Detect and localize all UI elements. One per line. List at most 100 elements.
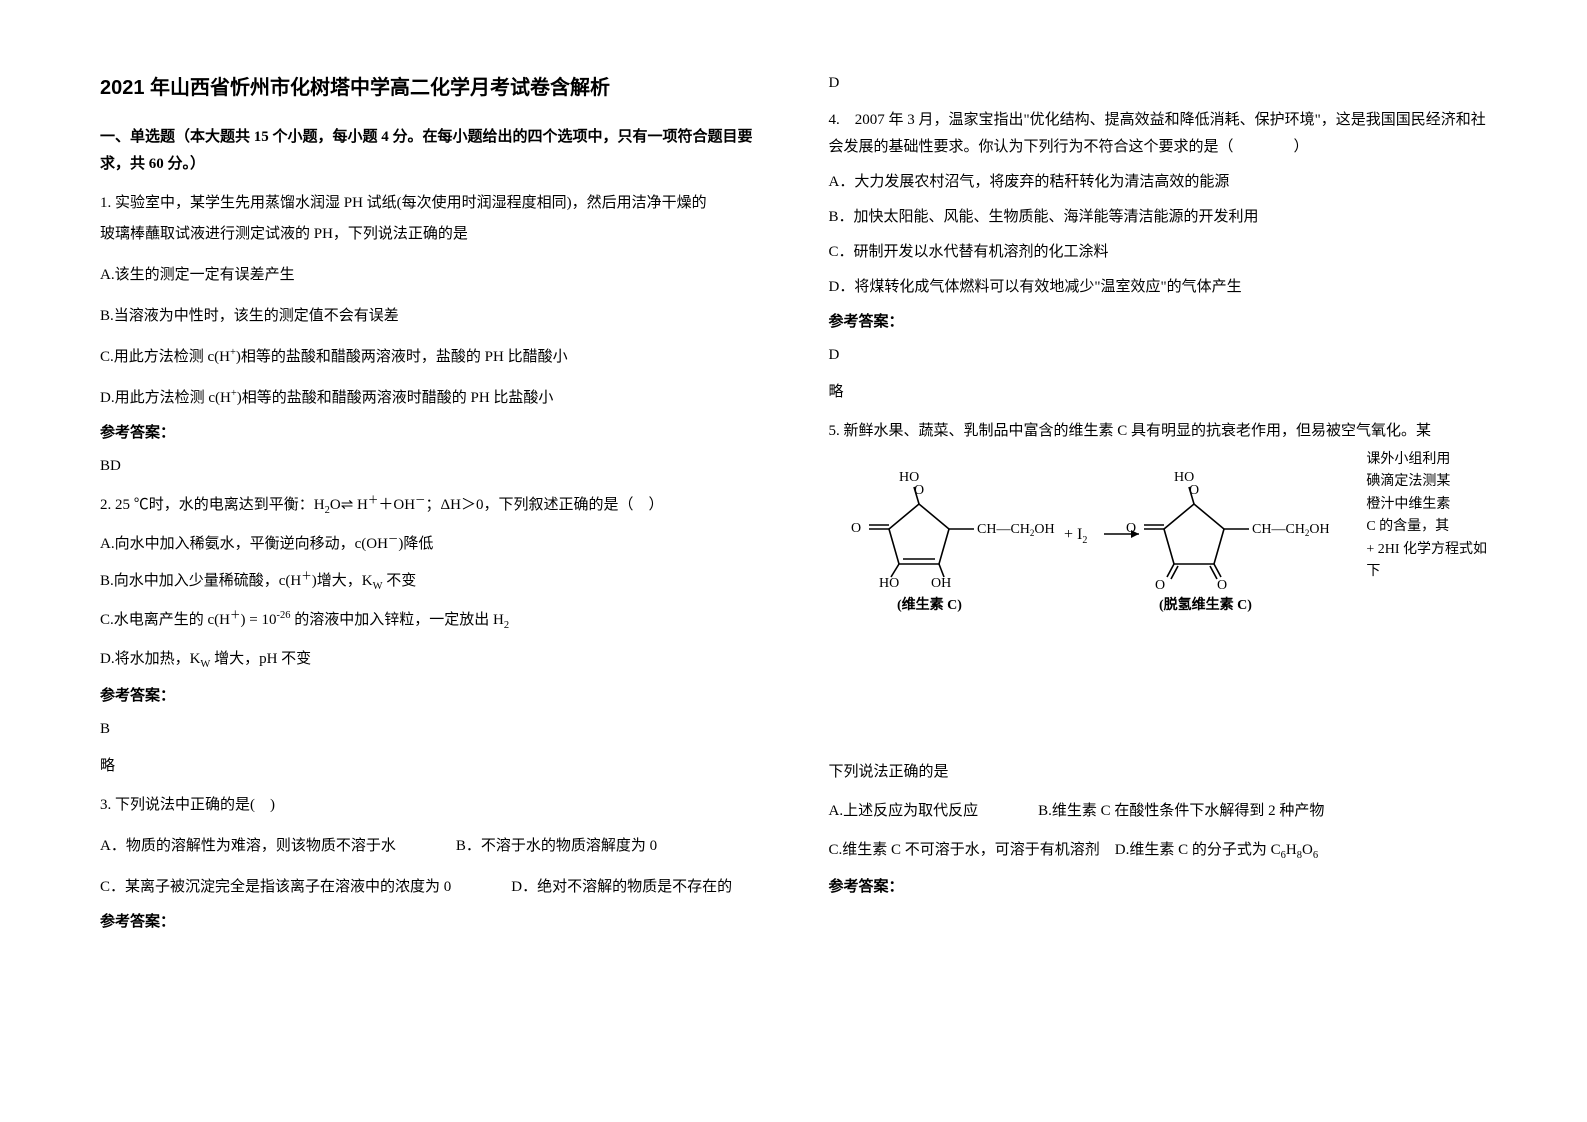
q5-stem-a: 5. 新鲜水果、蔬菜、乳制品中富含的维生素 C 具有明显的抗衰老作用，但易被空气…	[829, 418, 1488, 445]
q2-opt-c: C.水电离产生的 c(H＋) = 10-26 的溶液中加入锌粒，一定放出 H2	[100, 607, 759, 636]
q5-side-6: 下	[1366, 561, 1487, 583]
q5-row2: C.维生素 C 不可溶于水，可溶于有机溶剂 D.维生素 C 的分子式为 C6H8…	[829, 837, 1488, 866]
q4-answer: D	[829, 342, 1488, 369]
q5-opt-c: C.维生素 C 不可溶于水，可溶于有机溶剂	[829, 842, 1100, 858]
q2b3: 不变	[383, 573, 417, 589]
q2c2: ) = 10	[241, 612, 277, 628]
q5d-s3: 6	[1313, 850, 1318, 861]
dvc-caption: (脱氢维生素 C)	[1159, 596, 1252, 613]
vitamin-c-reaction-svg: O O HO CH—CH2OH HO	[829, 449, 1329, 619]
q2-stem: 2. 25 ℃时，水的电离达到平衡：H2O⇌ H＋＋OH－；ΔH＞0，下列叙述正…	[100, 492, 759, 521]
vc-caption: (维生素 C)	[897, 596, 962, 613]
q1-opt-b: B.当溶液为中性时，该生的测定值不会有误差	[100, 303, 759, 330]
vitamin-c-structure: O O HO CH—CH2OH HO	[851, 470, 1055, 591]
q2b2: )增大，K	[312, 573, 373, 589]
q2c-sub: 2	[504, 620, 509, 631]
q1-optd-post: )相等的盐酸和醋酸两溶液时醋酸的 PH 比盐酸小	[237, 390, 554, 406]
q2-arrow: ⇌	[341, 497, 354, 513]
question-3: 3. 下列说法中正确的是( ) A．物质的溶解性为难溶，则该物质不溶于水 B．不…	[100, 792, 759, 936]
q3-opt-a: A．物质的溶解性为难溶，则该物质不溶于水	[100, 833, 396, 860]
section-header: 一、单选题（本大题共 15 个小题，每小题 4 分。在每小题给出的四个选项中，只…	[100, 124, 759, 178]
q5-opt-d: D.维生素 C 的分子式为 C6H8O6	[1115, 842, 1318, 858]
q3-answer: D	[829, 70, 1488, 97]
q2a-sup: －	[388, 534, 399, 545]
question-4: 4. 2007 年 3 月，温家宝指出"优化结构、提高效益和降低消耗、保护环境"…	[829, 107, 1488, 406]
q3-row2: C．某离子被沉淀完全是指该离子在溶液中的浓度为 0 D．绝对不溶解的物质是不存在…	[100, 874, 759, 901]
dehydro-vc-structure: O O HO CH—CH2OH O	[1126, 470, 1329, 593]
r-left-o: O	[1126, 521, 1136, 536]
q5d-c: O	[1302, 842, 1313, 858]
q3-answer-label: 参考答案：	[100, 909, 759, 936]
q2d1: D.将水加热，K	[100, 651, 200, 667]
q4-opt-c: C．研制开发以水代替有机溶剂的化工涂料	[829, 239, 1488, 266]
document-title: 2021 年山西省忻州市化树塔中学高二化学月考试卷含解析	[100, 70, 759, 106]
q4-opt-b: B．加快太阳能、风能、生物质能、海洋能等清洁能源的开发利用	[829, 204, 1488, 231]
q5-side-4: C 的含量，其	[1366, 516, 1487, 538]
q5d-b: H	[1286, 842, 1297, 858]
q2-answer-label: 参考答案：	[100, 683, 759, 710]
q2b1: B.向水中加入少量稀硫酸，c(H	[100, 573, 301, 589]
q1-answer-label: 参考答案：	[100, 420, 759, 447]
q5-side-2: 碘滴定法测某	[1366, 471, 1487, 493]
page-container: 2021 年山西省忻州市化树塔中学高二化学月考试卷含解析 一、单选题（本大题共 …	[100, 70, 1487, 948]
q2c-sup: ＋	[230, 610, 241, 621]
sidechain: CH—CH2OH	[977, 522, 1055, 538]
q2-s1: 2. 25 ℃时，水的电离达到平衡：H	[100, 497, 325, 513]
q5-side-5: 化学方程式如	[1403, 542, 1487, 557]
q5-side-1: 课外小组利用	[1366, 449, 1487, 471]
q2d-sub: W	[200, 659, 210, 670]
q2-sup2: －	[415, 495, 426, 506]
q2-s4: ＋OH	[378, 497, 415, 513]
q2-note: 略	[100, 753, 759, 780]
q4-answer-label: 参考答案：	[829, 309, 1488, 336]
q2-sup1: ＋	[368, 495, 379, 506]
r-bot-o1: O	[1155, 578, 1165, 593]
q1-optc-post: )相等的盐酸和醋酸两溶液时，盐酸的 PH 比醋酸小	[236, 349, 568, 365]
q4-opt-a: A．大力发展农村沼气，将废弃的秸秆转化为清洁高效的能源	[829, 169, 1488, 196]
q1-stem-b: 玻璃棒蘸取试液进行测定试液的 PH，下列说法正确的是	[100, 221, 759, 248]
q5-chemistry-diagram: O O HO CH—CH2OH HO	[829, 449, 1359, 629]
q2-opt-b: B.向水中加入少量稀硫酸，c(H＋)增大，KW 不变	[100, 568, 759, 597]
q1-opt-a: A.该生的测定一定有误差产生	[100, 262, 759, 289]
q2a1: A.向水中加入稀氨水，平衡逆向移动，c(OH	[100, 536, 388, 552]
q4-stem: 4. 2007 年 3 月，温家宝指出"优化结构、提高效益和降低消耗、保护环境"…	[829, 107, 1488, 161]
r-sidechain: CH—CH2OH	[1252, 522, 1329, 538]
q2c3: 的溶液中加入锌粒，一定放出 H	[290, 612, 503, 628]
q3-opt-b: B．不溶于水的物质溶解度为 0	[456, 833, 657, 860]
q5-hi-row: + 2HI 化学方程式如	[1366, 539, 1487, 561]
q1-opt-d: D.用此方法检测 c(H+)相等的盐酸和醋酸两溶液时醋酸的 PH 比盐酸小	[100, 385, 759, 412]
right-column: D 4. 2007 年 3 月，温家宝指出"优化结构、提高效益和降低消耗、保护环…	[829, 70, 1488, 948]
bottom-oh: OH	[931, 576, 951, 591]
bottom-ho: HO	[879, 576, 899, 591]
q1-opt-c: C.用此方法检测 c(H+)相等的盐酸和醋酸两溶液时，盐酸的 PH 比醋酸小	[100, 344, 759, 371]
left-column: 2021 年山西省忻州市化树塔中学高二化学月考试卷含解析 一、单选题（本大题共 …	[100, 70, 759, 948]
q3-opt-d: D．绝对不溶解的物质是不存在的	[511, 874, 732, 901]
plus-i2: + I2	[1064, 526, 1087, 546]
q2b-sub: W	[373, 581, 383, 592]
q2a2: )降低	[398, 536, 433, 552]
q3-stem: 3. 下列说法中正确的是( )	[100, 792, 759, 819]
q5-row1: A.上述反应为取代反应 B.维生素 C 在酸性条件下水解得到 2 种产物	[829, 798, 1488, 825]
q5-figure-wrap: O O HO CH—CH2OH HO	[829, 449, 1488, 629]
question-5: 5. 新鲜水果、蔬菜、乳制品中富含的维生素 C 具有明显的抗衰老作用，但易被空气…	[829, 418, 1488, 901]
q2c1: C.水电离产生的 c(H	[100, 612, 230, 628]
q5-stem-b: 下列说法正确的是	[829, 759, 1488, 786]
q4-opt-d: D．将煤转化成气体燃料可以有效地减少"温室效应"的气体产生	[829, 274, 1488, 301]
q2c-sup2: -26	[276, 610, 290, 621]
q2-opt-d: D.将水加热，KW 增大，pH 不变	[100, 646, 759, 675]
q1-optc-pre: C.用此方法检测 c(H	[100, 349, 230, 365]
r-top-ho: HO	[1174, 470, 1194, 485]
q2-s2: O	[330, 497, 341, 513]
left-o-label: O	[851, 521, 861, 536]
q5-opt-a: A.上述反应为取代反应	[829, 798, 979, 825]
q5-answer-label: 参考答案：	[829, 874, 1488, 901]
q2-opt-a: A.向水中加入稀氨水，平衡逆向移动，c(OH－)降低	[100, 531, 759, 558]
q2-answer: B	[100, 716, 759, 743]
q5-side-text: 课外小组利用 碘滴定法测某 橙汁中维生素 C 的含量，其 + 2HI 化学方程式…	[1366, 449, 1487, 629]
q1-answer: BD	[100, 453, 759, 480]
top-ho-label: HO	[899, 470, 919, 485]
q5d-a: D.维生素 C 的分子式为 C	[1115, 842, 1281, 858]
q3-row1: A．物质的溶解性为难溶，则该物质不溶于水 B．不溶于水的物质溶解度为 0	[100, 833, 759, 860]
q3-opt-c: C．某离子被沉淀完全是指该离子在溶液中的浓度为 0	[100, 874, 451, 901]
q5-opt-b: B.维生素 C 在酸性条件下水解得到 2 种产物	[1038, 798, 1324, 825]
